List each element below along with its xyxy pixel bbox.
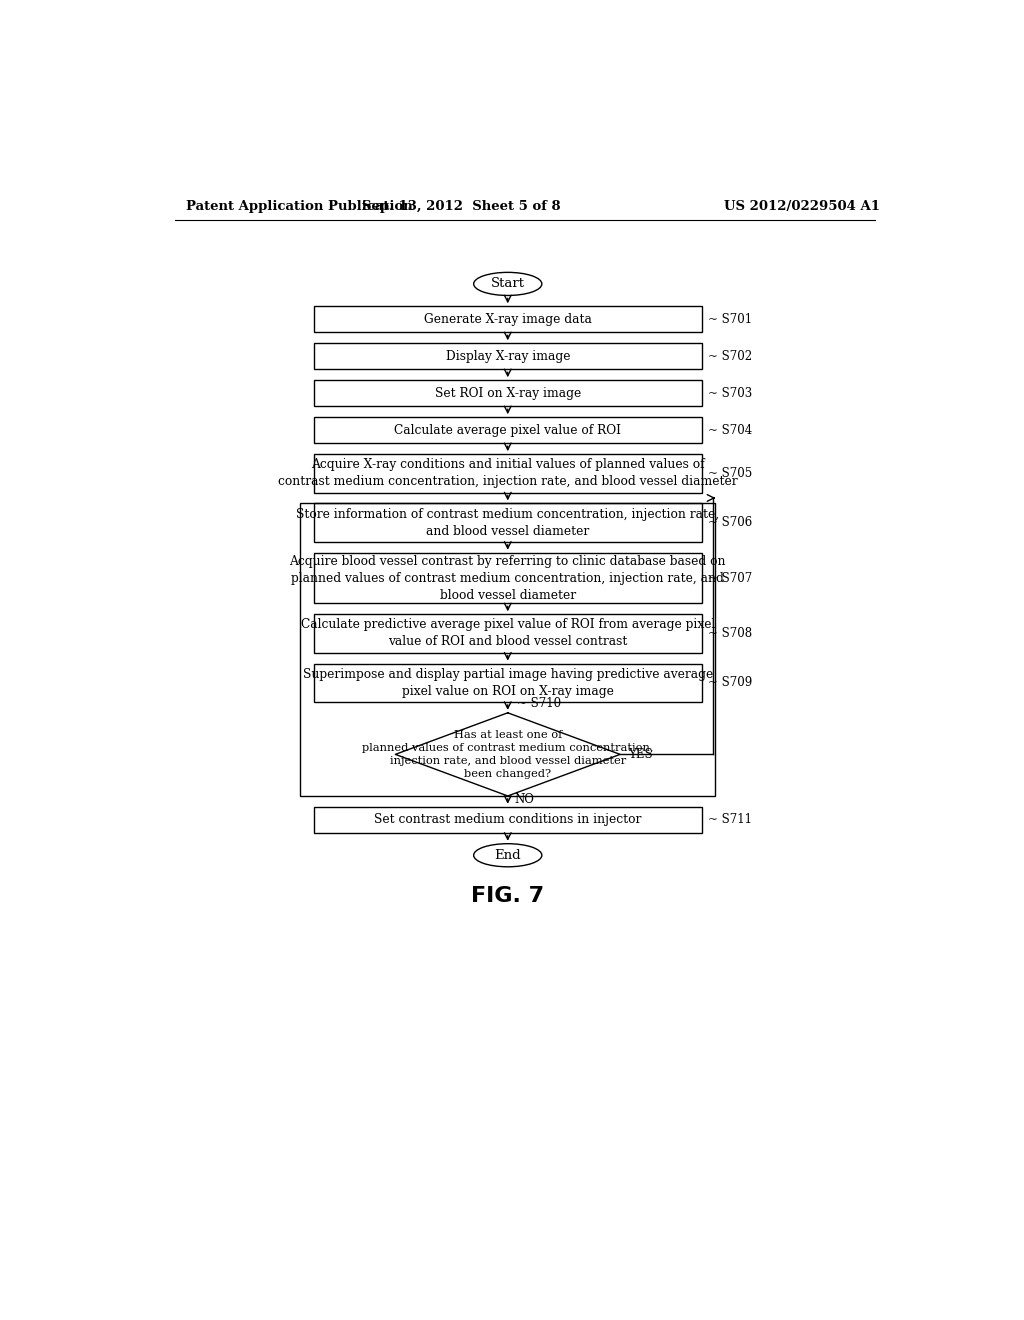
Bar [314,380,701,407]
Bar [314,614,701,653]
Bar [314,503,701,543]
Text: Store information of contrast medium concentration, injection rate,
and blood ve: Store information of contrast medium con… [296,508,719,537]
Bar [314,454,701,492]
Text: Set ROI on X-ray image: Set ROI on X-ray image [434,387,581,400]
Bar [314,664,701,702]
Text: Display X-ray image: Display X-ray image [445,350,570,363]
Text: Calculate average pixel value of ROI: Calculate average pixel value of ROI [394,424,622,437]
Text: ~ S710: ~ S710 [517,697,561,710]
Bar [300,503,716,796]
Text: ~ S708: ~ S708 [708,627,752,640]
Text: ~ S704: ~ S704 [708,424,752,437]
Text: Sep. 13, 2012  Sheet 5 of 8: Sep. 13, 2012 Sheet 5 of 8 [361,199,560,213]
Text: End: End [495,849,521,862]
Text: Patent Application Publication: Patent Application Publication [186,199,413,213]
Text: Calculate predictive average pixel value of ROI from average pixel
value of ROI : Calculate predictive average pixel value… [301,619,715,648]
Text: ~ S702: ~ S702 [708,350,752,363]
Text: Set contrast medium conditions in injector: Set contrast medium conditions in inject… [374,813,641,826]
Text: ~ S711: ~ S711 [708,813,752,826]
Text: US 2012/0229504 A1: US 2012/0229504 A1 [724,199,881,213]
Text: YES: YES [628,748,652,760]
Text: Generate X-ray image data: Generate X-ray image data [424,313,592,326]
Bar [314,417,701,444]
Text: Acquire X-ray conditions and initial values of planned values of
contrast medium: Acquire X-ray conditions and initial val… [278,458,737,488]
Text: Has at least one of
planned values of contrast medium concentration,
injection r: Has at least one of planned values of co… [362,730,653,779]
Bar [314,553,701,603]
Text: ~ S703: ~ S703 [708,387,752,400]
Ellipse shape [474,843,542,867]
Bar [314,343,701,370]
Text: ~ S709: ~ S709 [708,676,752,689]
Text: FIG. 7: FIG. 7 [471,886,545,906]
Text: ~ S705: ~ S705 [708,467,752,480]
Ellipse shape [474,272,542,296]
Text: Start: Start [490,277,524,290]
Text: ~ S707: ~ S707 [708,572,752,585]
Bar [314,807,701,833]
Text: Acquire blood vessel contrast by referring to clinic database based on
planned v: Acquire blood vessel contrast by referri… [290,554,726,602]
Text: ~ S706: ~ S706 [708,516,752,529]
Text: ~ S701: ~ S701 [708,313,752,326]
Text: NO: NO [514,792,534,805]
Bar [314,306,701,333]
Text: Superimpose and display partial image having predictive average
pixel value on R: Superimpose and display partial image ha… [303,668,713,698]
